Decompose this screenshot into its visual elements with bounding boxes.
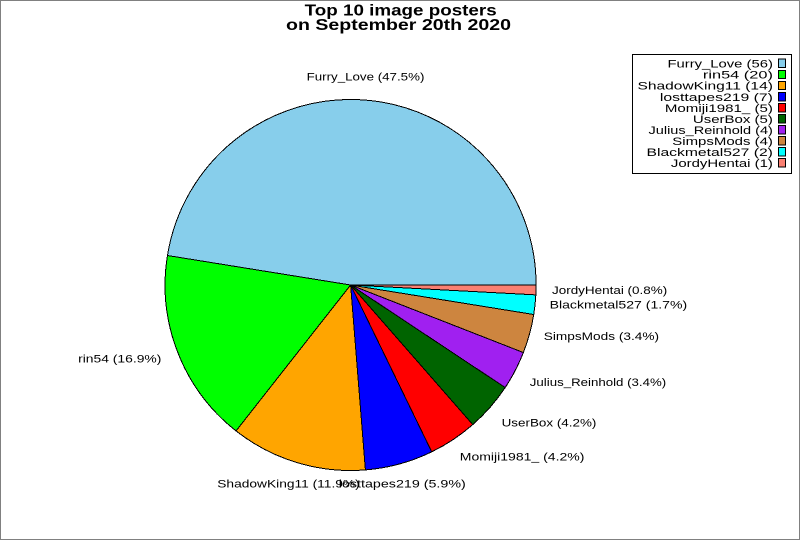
svg-text:rin54 (16.9%): rin54 (16.9%) [78,353,161,365]
svg-text:UserBox (4.2%): UserBox (4.2%) [502,418,597,430]
svg-text:ShadowKing11 (11.9%): ShadowKing11 (11.9%) [217,479,360,491]
svg-text:Momiji1981_ (5): Momiji1981_ (5) [665,103,773,115]
svg-text:rin54 (20): rin54 (20) [703,70,773,82]
svg-text:losttapes219 (5.9%): losttapes219 (5.9%) [339,479,466,491]
svg-text:Furry_Love (47.5%): Furry_Love (47.5%) [307,71,425,83]
svg-text:Furry_Love (56): Furry_Love (56) [668,59,773,71]
svg-text:SimpsMods (4): SimpsMods (4) [672,136,773,148]
svg-text:Momiji1981_ (4.2%): Momiji1981_ (4.2%) [460,452,585,464]
svg-text:Julius_Reinhold (3.4%): Julius_Reinhold (3.4%) [530,377,666,389]
svg-text:Julius_Reinhold (4): Julius_Reinhold (4) [649,125,773,137]
svg-text:Blackmetal527 (1.7%): Blackmetal527 (1.7%) [550,300,688,312]
svg-text:Blackmetal527 (2): Blackmetal527 (2) [647,147,773,159]
svg-text:Top 10 image posters: Top 10 image posters [305,3,497,20]
svg-text:SimpsMods (3.4%): SimpsMods (3.4%) [544,331,659,343]
svg-text:JordyHentai (0.8%): JordyHentai (0.8%) [552,285,667,297]
svg-text:JordyHentai (1): JordyHentai (1) [671,158,773,170]
svg-text:UserBox (5): UserBox (5) [693,114,773,126]
svg-text:ShadowKing11 (14): ShadowKing11 (14) [638,81,773,93]
svg-text:on September 20th 2020: on September 20th 2020 [286,17,511,34]
svg-text:losttapes219 (7): losttapes219 (7) [660,92,773,104]
